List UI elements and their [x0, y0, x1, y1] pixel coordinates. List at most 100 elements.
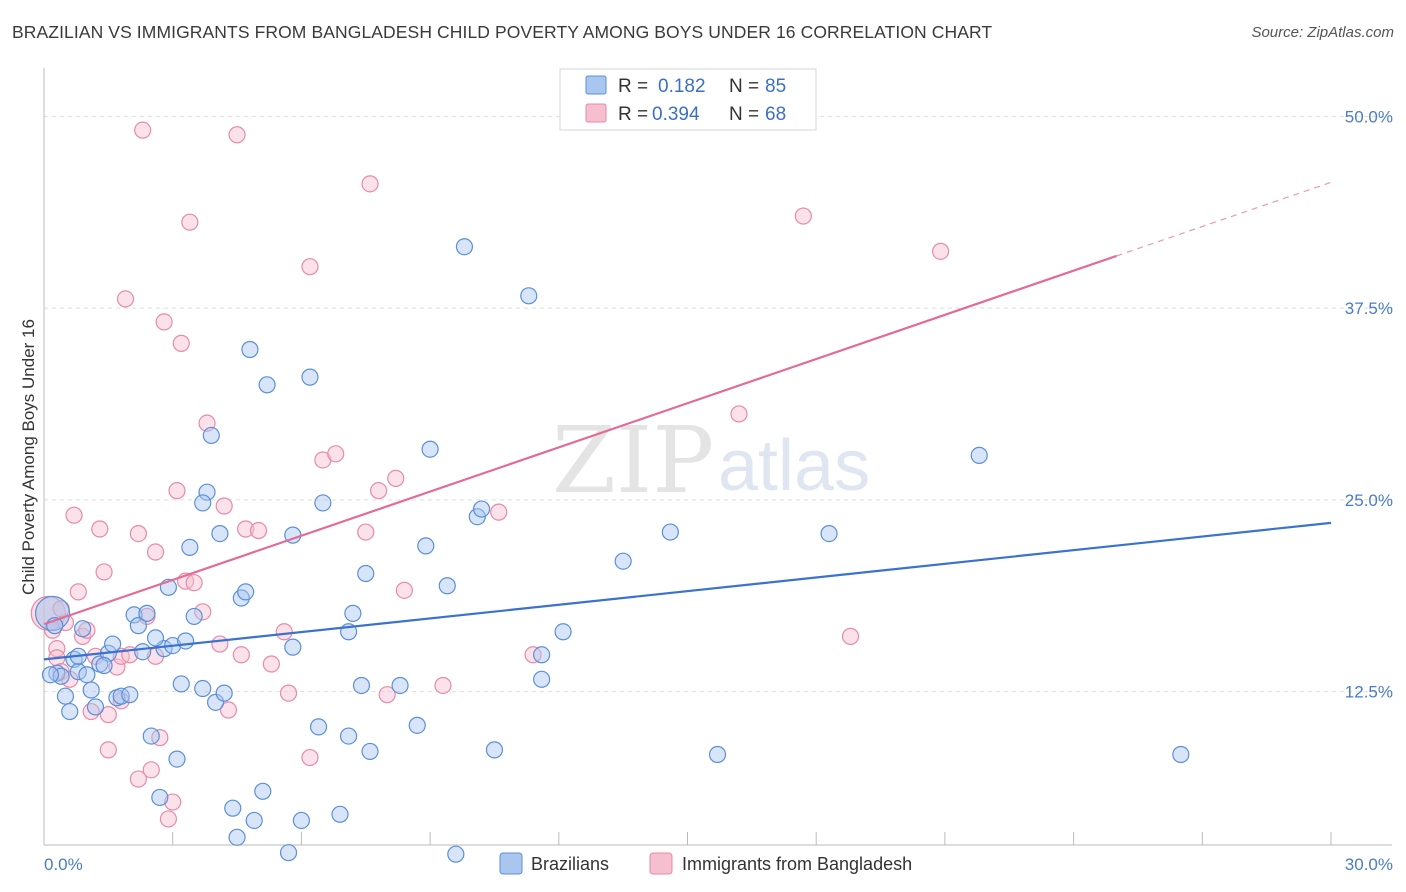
legend-r-label-2: R = — [618, 104, 648, 125]
brazilians-point-44 — [245, 811, 263, 830]
brazilians-point-75 — [614, 552, 632, 570]
brazilians-point-47 — [279, 844, 298, 862]
brazilians-point-35 — [202, 426, 220, 445]
bangladesh-point-41 — [215, 497, 233, 515]
brazilians-point-45 — [254, 782, 272, 800]
legend-n-label-2: N = — [729, 104, 759, 125]
bangladesh-point-50 — [301, 748, 319, 767]
brazilians-point-51 — [301, 368, 319, 386]
bottom-legend-swatch-brazilians — [499, 852, 523, 875]
brazilians-point-79 — [970, 446, 988, 464]
bangladesh-point-44 — [232, 646, 250, 664]
bangladesh-point-61 — [490, 503, 508, 521]
chart-source: Source: ZipAtlas.com — [1251, 24, 1394, 41]
y-axis-label: Child Poverty Among Boys Under 16 — [19, 319, 38, 595]
bangladesh-point-8 — [69, 583, 87, 601]
brazilians-point-22 — [142, 727, 160, 745]
bangladesh-point-60 — [434, 676, 452, 695]
bangladesh-point-23 — [129, 770, 147, 788]
bangladesh-point-46 — [249, 521, 268, 540]
legend-n-value-1: 85 — [765, 76, 786, 97]
bangladesh-point-30 — [155, 313, 173, 331]
brazilians-point-39 — [224, 799, 242, 817]
brazilians-point-61 — [391, 676, 409, 695]
bangladesh-point-31 — [159, 810, 178, 828]
brazilians-point-32 — [194, 679, 212, 698]
brazilians-point-46 — [258, 376, 276, 394]
bangladesh-point-24 — [134, 121, 152, 139]
brazilians-point-65 — [438, 577, 456, 595]
bangladesh-point-36 — [181, 213, 199, 231]
brazilians-point-56 — [344, 604, 362, 622]
brazilians-point-48 — [284, 638, 302, 656]
series-legend: Brazilians Immigrants from Bangladesh — [499, 852, 912, 875]
brazilians-point-53 — [314, 494, 332, 512]
brazilians-point-36 — [207, 693, 225, 711]
bangladesh-point-42 — [219, 701, 238, 719]
brazilians-point-55 — [339, 727, 358, 745]
y-tick-label-2: 37.5% — [1345, 299, 1393, 318]
series-brazilians-points — [34, 238, 1190, 863]
brazilians-point-66 — [447, 845, 465, 863]
bangladesh-point-66 — [932, 242, 950, 260]
grid-lines — [44, 115, 1392, 693]
bottom-legend-swatch-bangladesh — [649, 852, 673, 875]
legend-n-value-2: 68 — [765, 104, 786, 125]
brazilians-point-64 — [421, 440, 439, 458]
brazilians-point-37 — [211, 524, 229, 543]
bangladesh-point-15 — [99, 706, 117, 724]
brazilians-point-4 — [61, 702, 79, 721]
bangladesh-point-22 — [129, 524, 147, 543]
bangladesh-point-7 — [65, 506, 83, 524]
y-tick-labels: 12.5% 25.0% 37.5% 50.0% — [1345, 107, 1393, 701]
brazilians-point-50 — [292, 811, 310, 830]
axes — [43, 68, 1392, 846]
bangladesh-point-25 — [142, 761, 160, 779]
bangladesh-point-45 — [237, 520, 255, 538]
y-tick-label-1: 25.0% — [1345, 491, 1393, 510]
bangladesh-point-58 — [387, 469, 405, 487]
bangladesh-point-56 — [370, 482, 388, 500]
brazilians-point-14 — [104, 635, 122, 653]
y-tick-label-0: 12.5% — [1345, 683, 1393, 702]
bangladesh-point-2 — [48, 640, 66, 658]
watermark-zip: ZIP — [552, 407, 714, 514]
brazilians-point-23 — [151, 788, 169, 807]
brazilians-point-58 — [352, 676, 371, 695]
bangladesh-point-43 — [228, 126, 246, 144]
brazilians-point-63 — [417, 537, 435, 555]
brazilians-point-27 — [168, 750, 186, 768]
trend-lines — [43, 181, 1332, 661]
brazilians-point-18 — [125, 606, 143, 624]
brazilians-point-11 — [86, 698, 105, 716]
bangladesh-point-34 — [172, 334, 190, 352]
brazilians-point-20 — [134, 643, 152, 661]
bangladesh-point-13 — [91, 520, 109, 538]
brazilians-point-70 — [485, 741, 504, 759]
bangladesh-point-48 — [275, 623, 293, 641]
bangladesh-point-63 — [730, 405, 748, 423]
x-tick-labels: 0.0% 30.0% — [44, 855, 1393, 874]
bangladesh-point-28 — [146, 543, 165, 561]
brazilians-point-74 — [554, 623, 572, 641]
stats-legend: R = 0.182 N = 85 R = 0.394 N = 68 — [559, 68, 817, 131]
bangladesh-point-54 — [357, 523, 375, 541]
brazilians-point-83 — [95, 656, 113, 675]
legend-swatch-bangladesh — [585, 103, 607, 123]
chart-title: BRAZILIAN VS IMMIGRANTS FROM BANGLADESH … — [12, 22, 993, 42]
bangladesh-point-49 — [279, 684, 298, 702]
brazilians-point-16 — [112, 687, 130, 705]
brazilians-point-80 — [1172, 745, 1190, 764]
bangladesh-point-51 — [301, 258, 319, 276]
bangladesh-point-47 — [262, 655, 280, 673]
x-tick-label-1: 30.0% — [1345, 855, 1393, 874]
bangladesh-point-53 — [327, 445, 345, 463]
brazilians-point-76 — [661, 523, 679, 541]
bangladesh-point-55 — [361, 175, 379, 193]
legend-r-value-2: 0.394 — [652, 104, 700, 125]
bangladesh-point-33 — [168, 482, 186, 500]
brazilians-point-78 — [820, 524, 838, 543]
bangladesh-point-57 — [378, 686, 396, 704]
brazilians-point-81 — [41, 666, 60, 684]
